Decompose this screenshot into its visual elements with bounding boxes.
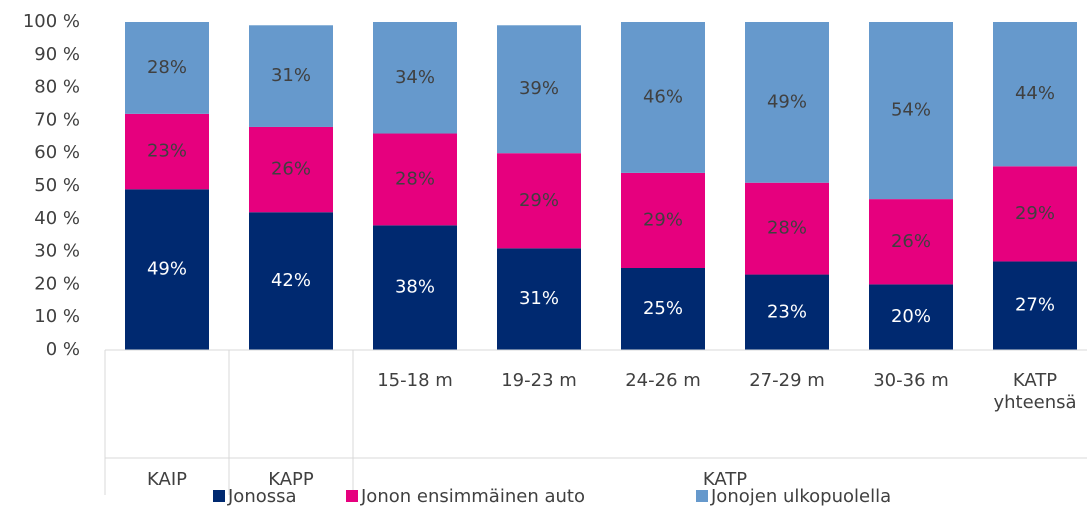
bar-segment [373,22,457,134]
bar-segment [869,22,953,200]
data-label: 27% [1015,295,1055,316]
x-tick-label: 19-23 m [501,370,577,391]
data-label: 23% [767,301,807,322]
bar-segment [993,22,1077,167]
data-label: 38% [395,277,435,298]
legend-swatch [346,490,358,502]
bar-segment [621,22,705,173]
y-tick-label: 50 % [34,175,80,196]
y-tick-label: 20 % [34,273,80,294]
data-label: 42% [271,270,311,291]
data-label: 29% [643,209,683,230]
bar-segment [497,25,581,154]
y-tick-label: 100 % [23,11,80,32]
x-tick-label-box: KATP yhteensä [993,370,1077,413]
y-tick-label: 60 % [34,142,80,163]
bar-segment [745,274,829,350]
bar-segment [125,22,209,114]
data-label: 20% [891,306,931,327]
bar-segment [869,284,953,350]
data-label: 29% [519,190,559,211]
group-label: KAIP [147,469,187,490]
y-tick-label: 10 % [34,306,80,327]
bar-segment [249,212,333,350]
bar-segment [621,172,705,268]
data-label: 29% [1015,203,1055,224]
x-tick-label: 24-26 m [625,370,701,391]
y-tick-label: 90 % [34,44,80,65]
group-label: KAPP [268,469,314,490]
legend-swatch [696,490,708,502]
legend-swatch [213,490,225,502]
data-label: 31% [519,288,559,309]
data-label: 46% [643,86,683,107]
group-label: KATP [703,469,747,490]
data-label: 44% [1015,83,1055,104]
data-label: 34% [395,67,435,88]
bar-segment [869,199,953,285]
y-tick-label: 80 % [34,77,80,98]
bar-segment [373,225,457,350]
bar-segment [497,153,581,249]
x-tick-label-box: 30-36 m [873,370,949,391]
x-tick-label-box: 27-29 m [749,370,825,391]
x-tick-label-box: 15-18 m [377,370,453,391]
bar-segment [497,248,581,350]
x-tick-label: 27-29 m [749,370,825,391]
bar-segment [993,166,1077,262]
data-label: 54% [891,100,931,121]
y-tick-label: 30 % [34,241,80,262]
data-label: 26% [891,231,931,252]
data-label: 23% [147,141,187,162]
x-tick-label-box: 19-23 m [501,370,577,391]
bar-segment [745,182,829,275]
x-tick-label: 15-18 m [377,370,453,391]
data-label: 25% [643,298,683,319]
x-tick-label: KATP yhteensä [993,370,1077,413]
data-label: 28% [767,218,807,239]
legend-label: Jonossa [227,486,297,507]
data-label: 49% [147,259,187,280]
data-label: 28% [147,57,187,78]
data-label: 31% [271,65,311,86]
bar-segment [621,268,705,350]
data-label: 49% [767,91,807,112]
y-tick-label: 40 % [34,208,80,229]
data-label: 26% [271,159,311,180]
bar-segment [125,189,209,350]
data-label: 39% [519,78,559,99]
bar-segment [373,133,457,226]
bar-segment [993,261,1077,350]
data-label: 28% [395,168,435,189]
bar-segment [249,126,333,213]
legend-label: Jonojen ulkopuolella [710,486,891,507]
bar-segment [249,25,333,127]
y-tick-label: 70 % [34,109,80,130]
bar-segment [125,113,209,190]
x-tick-label: 30-36 m [873,370,949,391]
x-tick-label-box: 24-26 m [625,370,701,391]
y-tick-label: 0 % [46,339,80,360]
bar-segment [745,22,829,183]
legend-label: Jonon ensimmäinen auto [360,486,585,507]
